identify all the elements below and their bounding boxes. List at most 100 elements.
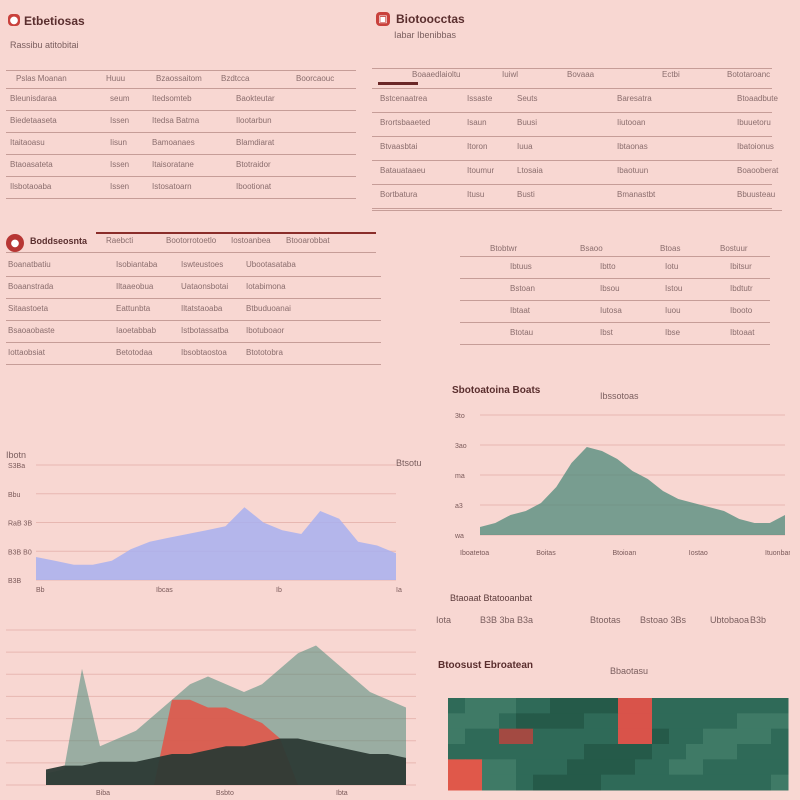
table-cell: Iutosa (600, 306, 622, 315)
heatmap-cell (567, 744, 585, 760)
heatmap-cell (567, 759, 585, 776)
heatmap-cell (618, 713, 636, 730)
divider (6, 70, 356, 71)
record-icon[interactable]: ● (8, 14, 20, 26)
heatmap-cell (635, 728, 653, 745)
heatmap-cell (703, 713, 721, 730)
heatmap-cell (737, 698, 755, 714)
table-cell: Bortbatura (380, 190, 418, 199)
heatmap-cell (516, 744, 534, 760)
record-icon[interactable]: ● (6, 234, 24, 252)
table-cell: Ibsou (600, 284, 620, 293)
y-tick-label: 3ao (455, 443, 467, 450)
table-cell: Ilootarbun (236, 116, 272, 125)
table-cell: Ibooto (730, 306, 753, 315)
table-cell: Biedetaaseta (10, 116, 57, 125)
row-divider (460, 322, 770, 323)
heatmap-cell (584, 713, 602, 730)
heatmap-cell (771, 728, 789, 745)
heatmap-cell (771, 698, 789, 714)
heatmap-cell (669, 744, 687, 760)
table-cell: Ibtaat (510, 306, 531, 315)
table-cell: Iotabimona (246, 282, 286, 291)
stats-item-2-value: Bstoao 3Bs (640, 615, 687, 625)
heatmap-cell (635, 744, 653, 760)
stats-item-3-value: B3b (750, 615, 767, 625)
heatmap-cell (686, 774, 704, 791)
teal-area (480, 447, 785, 535)
heatmap-cell (754, 774, 772, 791)
divider (6, 252, 376, 253)
table-cell: Ibuuetoru (737, 118, 771, 127)
table-cell: Btvaasbtai (380, 142, 418, 151)
heatmap-cell (618, 744, 636, 760)
row-divider (372, 184, 772, 185)
col-header-4: Bostuur (720, 244, 748, 253)
x-tick-label: Ib (276, 587, 282, 594)
x-tick-label: Biba (96, 790, 110, 795)
col-header-1: Btobtwr (490, 244, 518, 253)
table-cell: Bleunisdaraa (10, 94, 57, 103)
heatmap-cell (567, 774, 585, 791)
heatmap-cell (737, 774, 755, 791)
table-cell: Ibitsur (730, 262, 752, 271)
heatmap-cell (601, 698, 619, 714)
heatmap-cell (754, 713, 772, 730)
table-cell: Isobiantaba (116, 260, 158, 269)
heatmap-cell (686, 728, 704, 745)
heatmap-cell (516, 774, 534, 791)
table-cell: Bstoan (510, 284, 535, 293)
row-divider (6, 176, 356, 177)
table-cell: Blamdiarat (236, 138, 275, 147)
y-tick-label: B3B (8, 578, 22, 585)
row-divider (372, 136, 772, 137)
heatmap-cell (584, 698, 602, 714)
heatmap-cell (482, 759, 500, 776)
heatmap-cell (448, 728, 466, 745)
header-cell-3: Iostoanbea (231, 236, 271, 245)
row-divider (460, 300, 770, 301)
table-cell: Iltatstaoaba (181, 304, 223, 313)
table-cell: Iiutooan (617, 118, 646, 127)
col-header-2: Iuiwl (502, 70, 519, 79)
heatmap-cell (754, 728, 772, 745)
heatmap-cell (601, 774, 619, 791)
teal-chart-legend: Ibssotoas (600, 391, 639, 401)
x-tick-label: Bsbto (216, 790, 234, 795)
row-divider (6, 320, 381, 321)
heatmap-cell (618, 774, 636, 791)
table-cell: Itoron (467, 142, 488, 151)
heatmap-cell (584, 774, 602, 791)
heatmap-cell (720, 774, 738, 791)
table-cell: Issaste (467, 94, 493, 103)
stats-label: Btaoaat Btatooanbat (450, 593, 533, 603)
table-cell: Iltaaeobua (116, 282, 154, 291)
heatmap-cell (499, 744, 517, 760)
accent-bar (378, 82, 418, 85)
heatmap-cell (601, 744, 619, 760)
row-divider (6, 132, 356, 133)
table-cell: Ibootionat (236, 182, 272, 191)
heatmap-cell (771, 759, 789, 776)
heatmap-cell (550, 713, 568, 730)
series-area (46, 699, 406, 785)
y-tick-label: wa (454, 533, 464, 540)
blue-chart-legend: Btsotu (396, 458, 422, 468)
x-tick-label: Ituonban (765, 550, 790, 557)
row-divider (6, 276, 381, 277)
app-icon[interactable]: ▣ (376, 12, 390, 26)
col-header-3: Btoas (660, 244, 681, 253)
table-cell: Ibotuboaor (246, 326, 285, 335)
table-cell: Ibtto (600, 262, 616, 271)
heatmap-cell (771, 713, 789, 730)
heatmap-cell (669, 759, 687, 776)
y-tick-label: ma (455, 473, 465, 480)
heatmap-cell (448, 698, 466, 714)
table-cell: Betotodaa (116, 348, 153, 357)
heatmap-cell (635, 774, 653, 791)
table-cell: Ibaotuun (617, 166, 649, 175)
table-cell: Ltosaia (517, 166, 543, 175)
heatmap-cell (499, 728, 517, 745)
heatmap-cell (448, 759, 466, 776)
table-cell: Baresatra (617, 94, 652, 103)
